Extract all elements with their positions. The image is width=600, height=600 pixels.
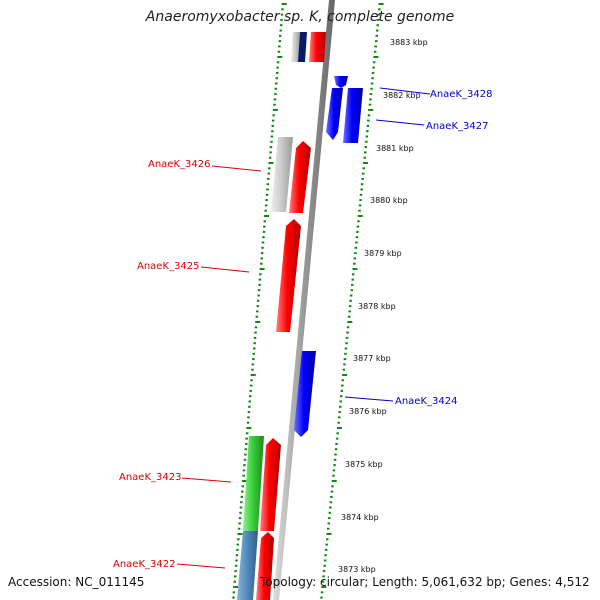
kbp-label: 3876 kbp bbox=[349, 407, 387, 416]
gray-feature bbox=[271, 137, 293, 212]
gray-feature bbox=[291, 32, 300, 62]
kbp-label: 3881 kbp bbox=[376, 144, 414, 153]
outer-tick-ruler bbox=[320, 3, 384, 599]
reverse-gene-3427b bbox=[343, 88, 363, 143]
gene-label-text: AnaeK_3426 bbox=[148, 159, 210, 170]
forward-gene-3425 bbox=[276, 219, 301, 332]
gene-label-text: AnaeK_3425 bbox=[137, 261, 199, 272]
map-title: Anaeromyxobacter sp. K, complete genome bbox=[145, 9, 455, 25]
forward-gene bbox=[309, 32, 326, 62]
kbp-label: 3883 kbp bbox=[390, 38, 428, 47]
gene-label-3426[interactable]: AnaeK_3426 bbox=[148, 159, 262, 172]
kbp-label: 3878 kbp bbox=[358, 302, 396, 311]
green-feature bbox=[243, 436, 264, 531]
forward-gene-3422 bbox=[256, 532, 274, 600]
topology-text: Topology: circular; Length: 5,061,632 bp… bbox=[260, 575, 590, 589]
kbp-label: 3880 kbp bbox=[370, 196, 408, 205]
inner-tick-ruler bbox=[232, 3, 287, 599]
navy-gene bbox=[298, 32, 307, 62]
gene-label-text: AnaeK_3427 bbox=[426, 121, 488, 132]
forward-gene-3426 bbox=[289, 141, 311, 213]
reverse-gene-3428 bbox=[334, 76, 348, 88]
forward-gene-3423 bbox=[260, 438, 281, 531]
gene-label-3425[interactable]: AnaeK_3425 bbox=[137, 261, 250, 273]
gene-label-3428[interactable]: AnaeK_3428 bbox=[379, 87, 492, 100]
gene-label-3423[interactable]: AnaeK_3423 bbox=[119, 472, 232, 483]
kbp-label: 3882 kbp bbox=[383, 91, 421, 100]
reverse-gene-3424 bbox=[294, 351, 316, 437]
reverse-gene-3427a bbox=[326, 88, 343, 140]
steel-feature bbox=[237, 531, 258, 600]
accession-text: Accession: NC_011145 bbox=[8, 575, 145, 589]
gene-label-3427[interactable]: AnaeK_3427 bbox=[375, 119, 488, 132]
genome-backbone bbox=[273, 0, 335, 600]
gene-label-3424[interactable]: AnaeK_3424 bbox=[344, 396, 457, 407]
kbp-label: 3875 kbp bbox=[345, 460, 383, 469]
gene-label-text: AnaeK_3422 bbox=[113, 559, 175, 570]
kbp-label: 3877 kbp bbox=[353, 354, 391, 363]
kbp-labels: 3883 kbp 3882 kbp 3881 kbp 3880 kbp 3879… bbox=[338, 38, 428, 574]
kbp-label: 3873 kbp bbox=[338, 565, 376, 574]
kbp-label: 3879 kbp bbox=[364, 249, 402, 258]
gene-label-3422[interactable]: AnaeK_3422 bbox=[113, 559, 226, 570]
gene-label-text: AnaeK_3428 bbox=[430, 89, 492, 100]
gene-label-text: AnaeK_3424 bbox=[395, 396, 457, 407]
kbp-label: 3874 kbp bbox=[341, 513, 379, 522]
gene-label-text: AnaeK_3423 bbox=[119, 472, 181, 483]
